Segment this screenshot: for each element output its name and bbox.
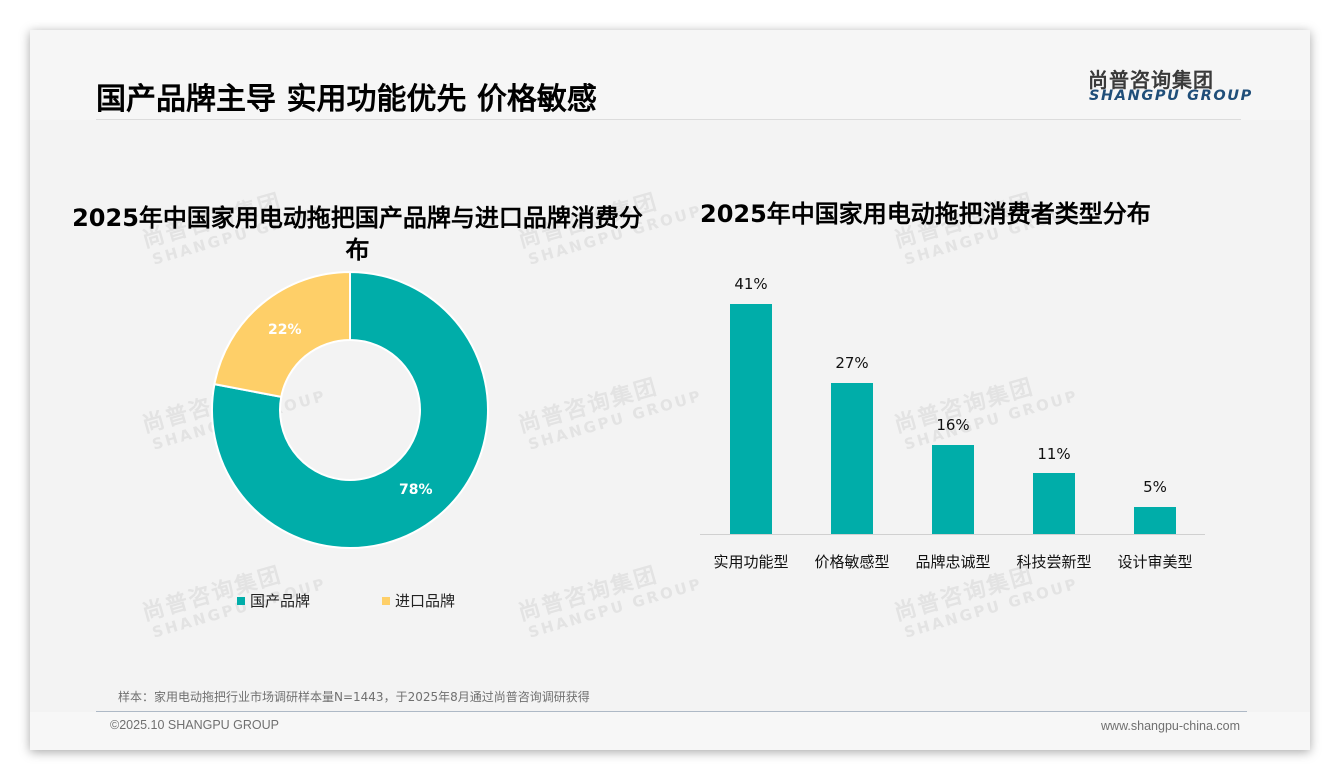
website-link[interactable]: www.shangpu-china.com [1101, 719, 1240, 733]
page-title: 国产品牌主导 实用功能优先 价格敏感 [96, 82, 597, 117]
donut-label-imported: 22% [268, 322, 302, 338]
legend-swatch-teal [237, 596, 245, 605]
legend-swatch-yellow [382, 596, 390, 605]
bar-category-label: 价格敏感型 [814, 553, 890, 571]
header-band [30, 30, 1310, 120]
bar-category-label: 实用功能型 [713, 553, 789, 571]
bar-category-label: 设计审美型 [1117, 553, 1193, 571]
legend-label: 进口品牌 [395, 592, 456, 610]
bar-tech-early[interactable] [1033, 473, 1075, 534]
slide: 尚普咨询集团 SHANGPU GROUP 尚普咨询集团 SHANGPU GROUP … [30, 30, 1310, 750]
header-divider [96, 119, 1241, 120]
bar-brand-loyal[interactable] [932, 445, 974, 534]
bar-chart-title: 2025年中国家用电动拖把消费者类型分布 [700, 200, 1151, 228]
bar-practical[interactable] [730, 304, 772, 534]
bar-category-label: 品牌忠诚型 [915, 553, 991, 571]
x-axis-line [700, 534, 1205, 535]
donut-slice-domestic[interactable] [211, 270, 489, 549]
bar-value-label: 16% [936, 416, 970, 434]
logo-english: SHANGPU GROUP [1089, 88, 1253, 104]
legend-item-domestic: 国产品牌 [237, 590, 310, 611]
bar-price-sensitive[interactable] [831, 383, 873, 534]
donut-chart-title: 2025年中国家用电动拖把国产品牌与进口品牌消费分 布 [40, 202, 675, 266]
donut-label-domestic: 78% [399, 482, 433, 498]
donut-title-line2: 布 [345, 236, 370, 264]
bar-design[interactable] [1134, 507, 1176, 534]
sample-note: 样本：家用电动拖把行业市场调研样本量N=1443，于2025年8月通过尚普咨询调… [118, 690, 590, 704]
logo-chinese: 尚普咨询集团 [1088, 68, 1214, 92]
donut-slice-imported[interactable] [213, 270, 351, 399]
donut-chart [210, 270, 490, 550]
bar-value-label: 5% [1143, 478, 1167, 496]
legend-item-imported: 进口品牌 [382, 590, 455, 611]
footer-band [30, 712, 1310, 750]
legend-label: 国产品牌 [250, 592, 311, 610]
bar-value-label: 41% [734, 275, 768, 293]
donut-svg [211, 270, 489, 549]
copyright: ©2025.10 SHANGPU GROUP [110, 718, 279, 732]
donut-title-line1: 2025年中国家用电动拖把国产品牌与进口品牌消费分 [72, 204, 643, 232]
footer-divider [96, 711, 1247, 712]
bar-value-label: 11% [1037, 445, 1071, 463]
bar-category-label: 科技尝新型 [1016, 553, 1092, 571]
bar-value-label: 27% [835, 354, 869, 372]
